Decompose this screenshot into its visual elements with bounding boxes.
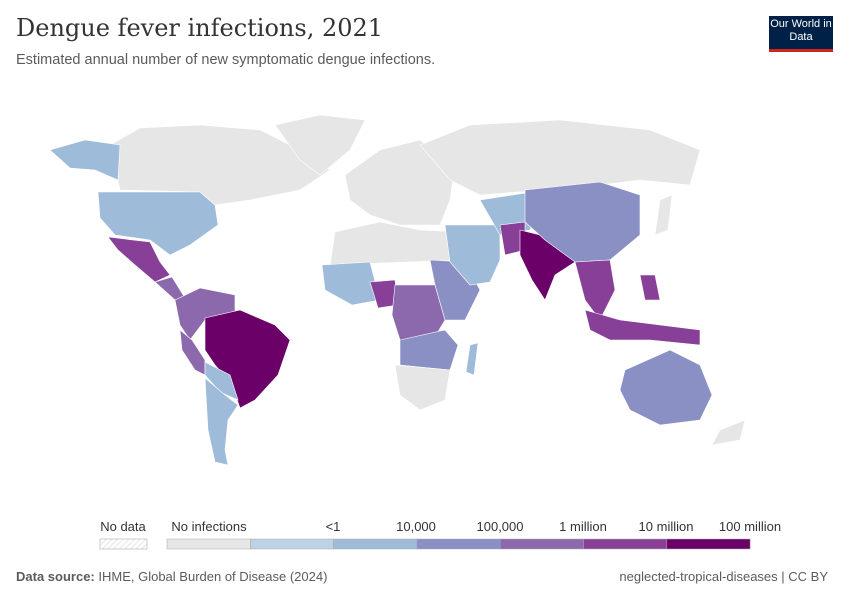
legend-swatch[interactable] [666,538,751,550]
region-canada[interactable] [109,124,331,206]
legend-label-no-infections: No infections [171,519,247,534]
footer-license[interactable]: neglected-tropical-diseases | CC BY [619,569,828,584]
legend-swatch[interactable] [333,538,418,550]
region-philippines[interactable] [639,274,661,301]
region-southeast-asia[interactable] [574,259,616,321]
data-source-link[interactable]: IHME, Global Burden of Disease (2024) [98,569,328,584]
region-argentina-chile[interactable] [204,377,239,466]
legend-label-1m: 1 million [559,519,607,534]
chart-title: Dengue fever infections, 2021 [16,14,384,42]
region-north-africa[interactable] [329,221,461,266]
region-new-zealand[interactable] [711,419,746,446]
legend-label-10m: 10 million [638,519,694,534]
legend-label-100m: 100 million [718,519,782,534]
chart-subtitle: Estimated annual number of new symptomat… [16,52,436,68]
region-southeast-africa[interactable] [399,329,459,371]
region-united-states[interactable] [97,191,219,256]
legend-label-10000: 10,000 [396,519,436,534]
region-madagascar[interactable] [465,342,479,376]
legend-label-100000: 100,000 [476,519,524,534]
region-indonesia[interactable] [584,309,701,346]
legend-swatch[interactable] [250,538,334,550]
region-russia[interactable] [419,119,701,196]
legend-swatch[interactable] [583,538,668,550]
data-source: Data source: IHME, Global Burden of Dise… [16,569,328,584]
region-west-africa[interactable] [321,261,381,306]
region-japan[interactable] [654,194,673,236]
legend-bar [99,538,751,550]
region-europe[interactable] [344,139,456,226]
region-bolivia-paraguay[interactable] [204,361,239,401]
legend-label-lt1: <1 [325,519,341,534]
owid-logo[interactable]: Our World in Data [769,16,833,52]
region-mexico[interactable] [107,236,171,283]
region-australia[interactable] [619,349,713,426]
region-southern-africa[interactable] [394,364,451,411]
region-central-america[interactable] [154,276,186,301]
legend-no-data-label: No data [100,519,146,534]
legend-no-data-swatch [99,538,148,550]
region-brazil[interactable] [204,309,291,409]
legend-swatch[interactable] [416,538,501,550]
legend-swatch[interactable] [166,538,251,550]
region-alaska[interactable] [49,139,121,181]
legend-swatch[interactable] [499,538,584,550]
region-greenland[interactable] [274,114,366,176]
